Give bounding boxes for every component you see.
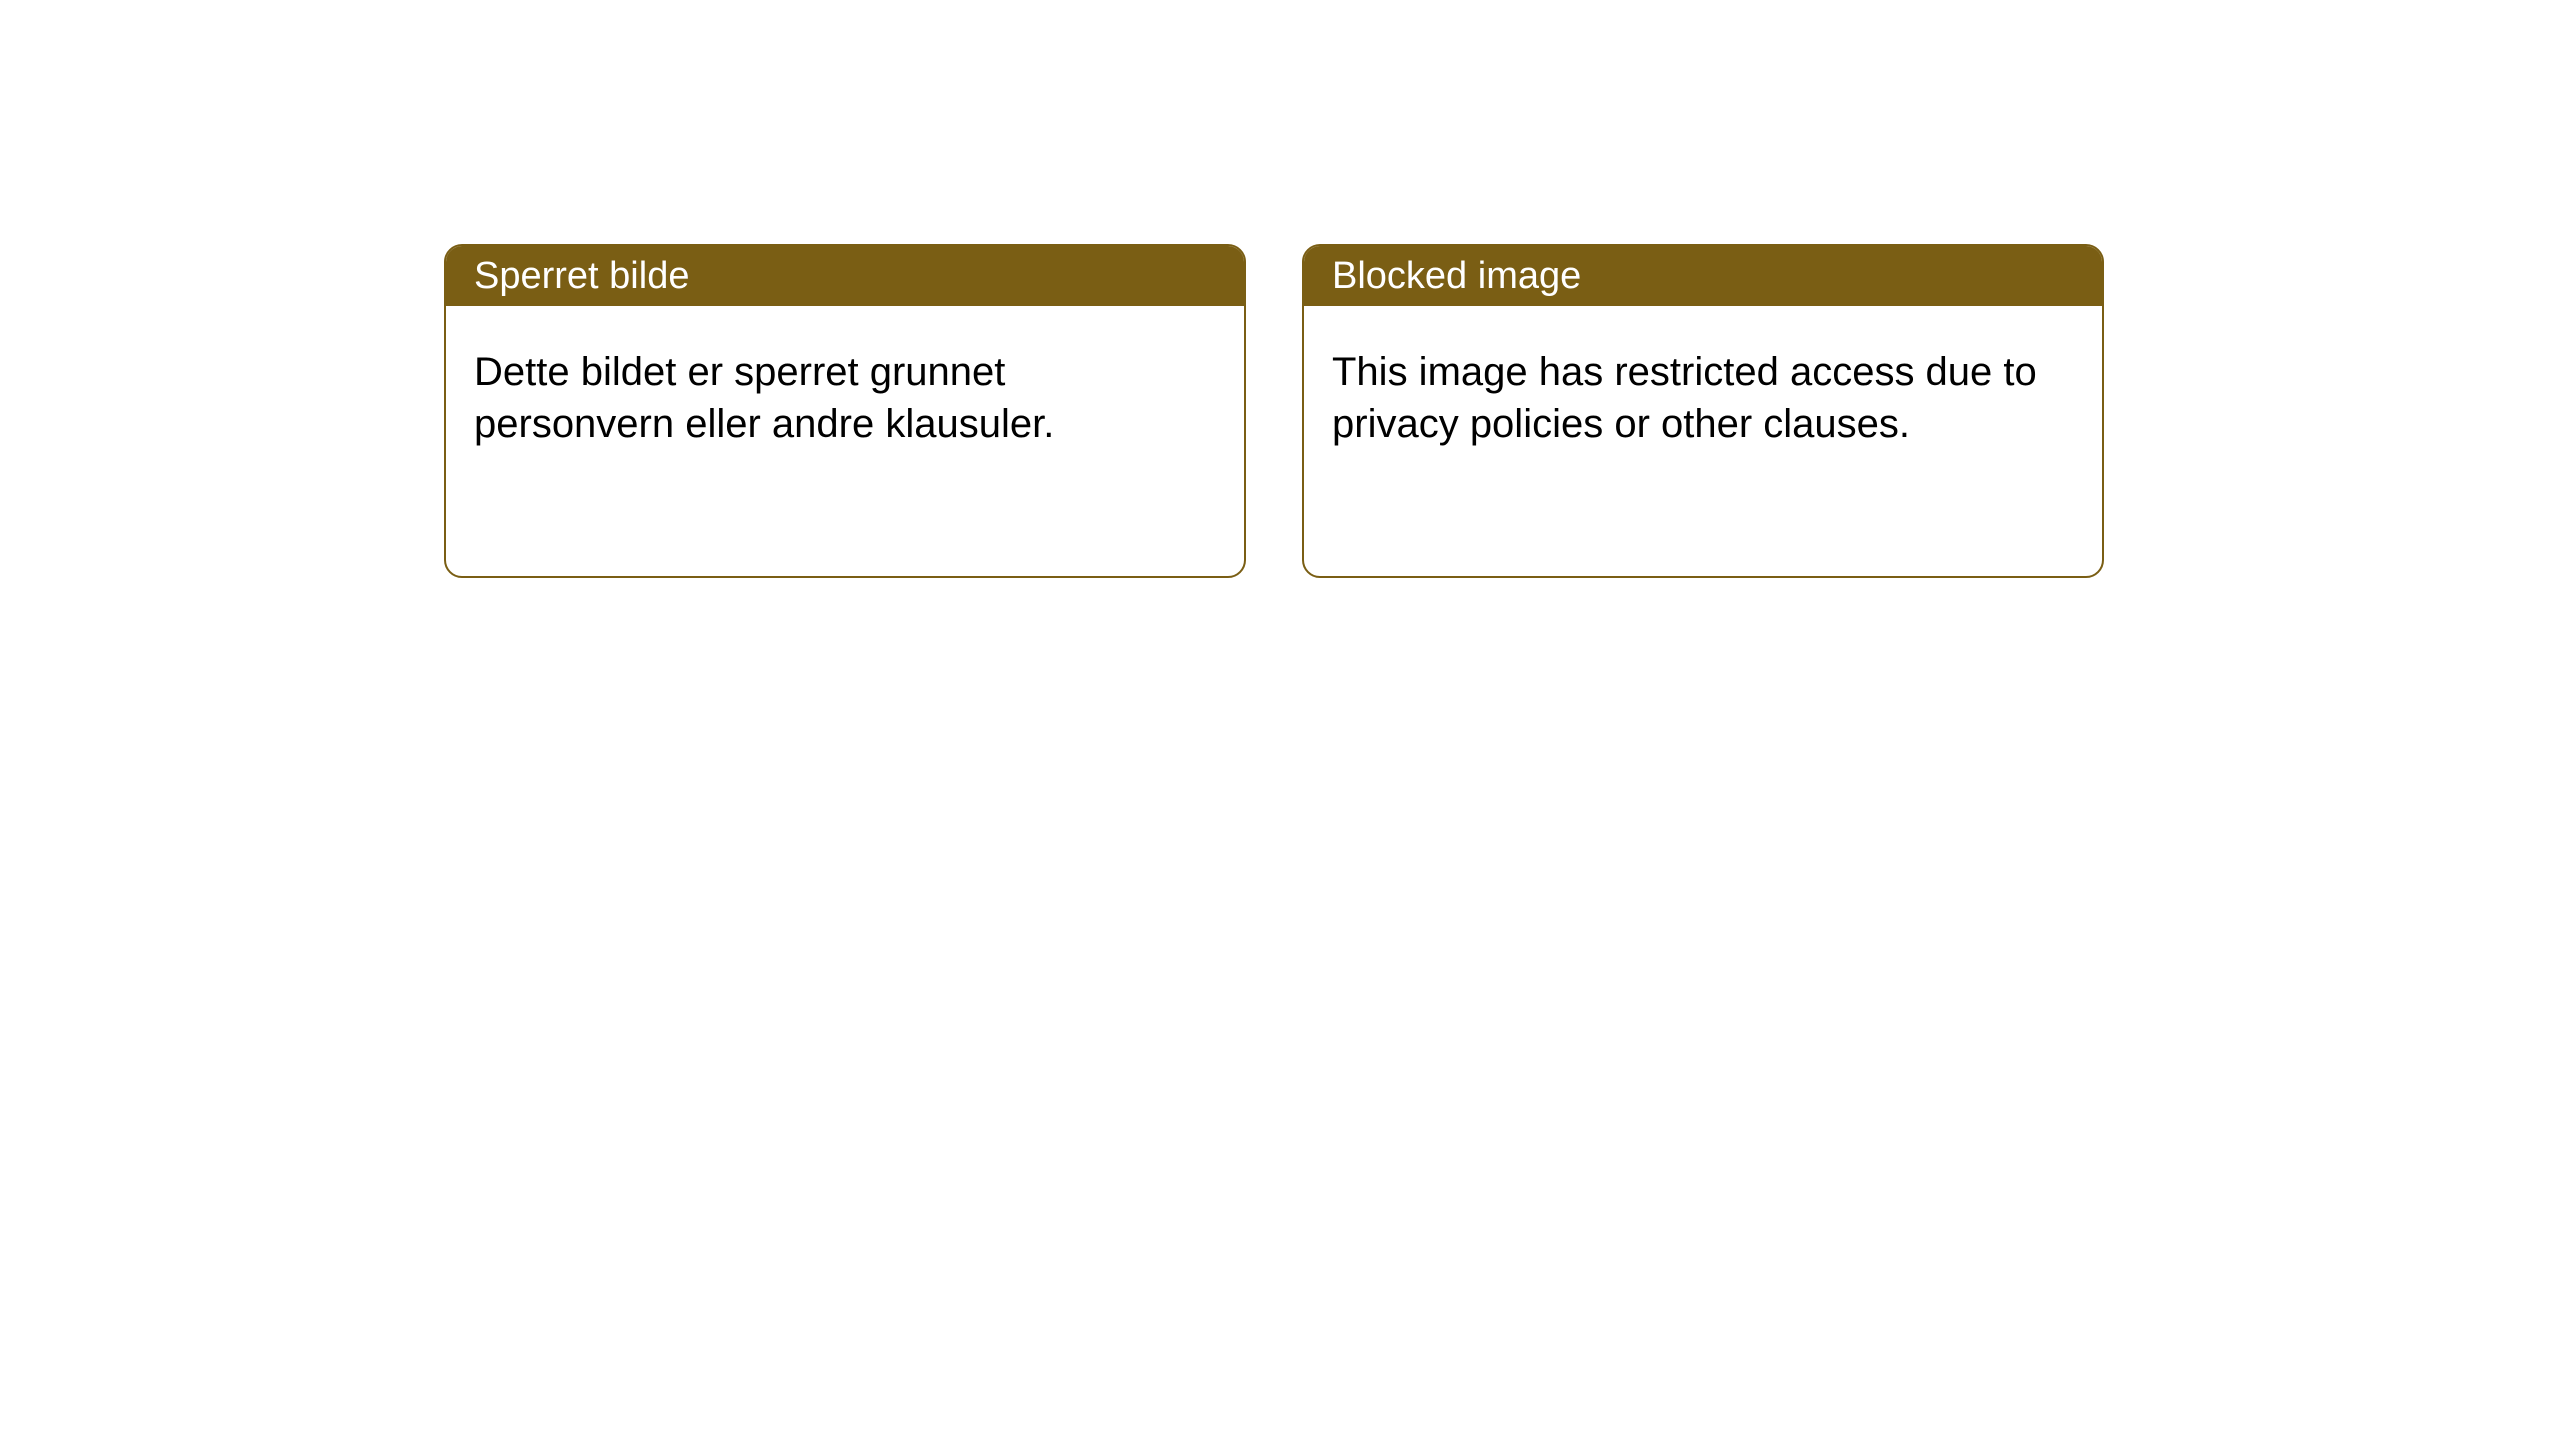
card-message: This image has restricted access due to … (1332, 350, 2037, 446)
card-title: Sperret bilde (474, 255, 689, 298)
card-body: Dette bildet er sperret grunnet personve… (446, 306, 1244, 490)
card-header: Blocked image (1304, 246, 2102, 306)
blocked-image-card-english: Blocked image This image has restricted … (1302, 244, 2104, 578)
notice-container: Sperret bilde Dette bildet er sperret gr… (444, 244, 2104, 578)
card-body: This image has restricted access due to … (1304, 306, 2102, 490)
blocked-image-card-norwegian: Sperret bilde Dette bildet er sperret gr… (444, 244, 1246, 578)
card-header: Sperret bilde (446, 246, 1244, 306)
card-message: Dette bildet er sperret grunnet personve… (474, 350, 1054, 446)
card-title: Blocked image (1332, 255, 1581, 298)
